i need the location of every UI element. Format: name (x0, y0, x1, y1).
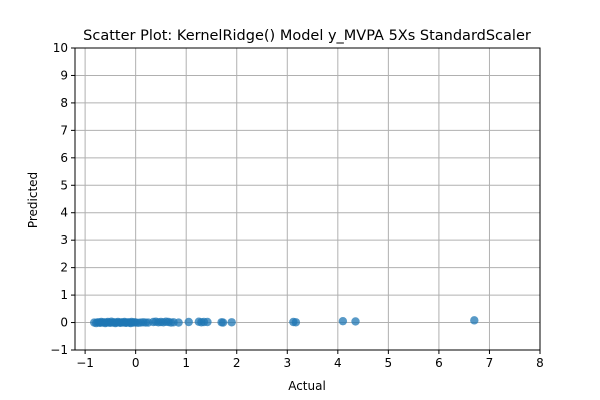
scatter-point (470, 316, 479, 325)
scatter-point (227, 318, 236, 327)
y-tick-label: 0 (60, 316, 68, 330)
y-tick-label: 3 (60, 233, 68, 247)
x-tick-label: 8 (536, 356, 544, 370)
scatter-point (184, 317, 193, 327)
x-tick-label: 4 (334, 356, 342, 370)
scatter-point (291, 318, 301, 327)
y-tick-label: 8 (60, 96, 68, 110)
x-tick-label: 0 (132, 356, 140, 370)
x-tick-label: 1 (182, 356, 190, 370)
x-tick-label: 6 (435, 356, 443, 370)
y-tick-label: 10 (53, 41, 68, 55)
y-tick-label: 7 (60, 123, 68, 137)
scatter-point (203, 317, 212, 327)
chart-title: Scatter Plot: KernelRidge() Model y_MVPA… (83, 28, 531, 44)
ticks-layer: −1 0 1 2 3 4 5 6 7 8 −1 0 1 2 3 4 5 6 7 8 9 10 (50, 41, 544, 370)
y-tick-label: 2 (60, 261, 68, 275)
x-tick-label: 2 (233, 356, 241, 370)
y-tick-label: 9 (60, 68, 68, 82)
y-tick-label: 5 (60, 178, 68, 192)
plot-frame (74, 47, 541, 351)
x-tick-label: 3 (283, 356, 291, 370)
y-tick-label: 4 (60, 206, 68, 220)
scatter-point (174, 318, 183, 327)
y-tick-label: 6 (60, 151, 68, 165)
x-tick-label: −1 (76, 356, 94, 370)
y-tick-label: −1 (50, 343, 68, 357)
y-axis-label: Predicted (26, 172, 40, 228)
points-layer (90, 316, 479, 328)
y-tick-label: 1 (60, 288, 68, 302)
scatter-point (338, 316, 348, 326)
scatter-point (351, 317, 360, 326)
x-axis-label: Actual (288, 379, 326, 393)
x-tick-label: 7 (486, 356, 494, 370)
x-tick-label: 5 (385, 356, 393, 370)
scatter-point (218, 318, 228, 327)
